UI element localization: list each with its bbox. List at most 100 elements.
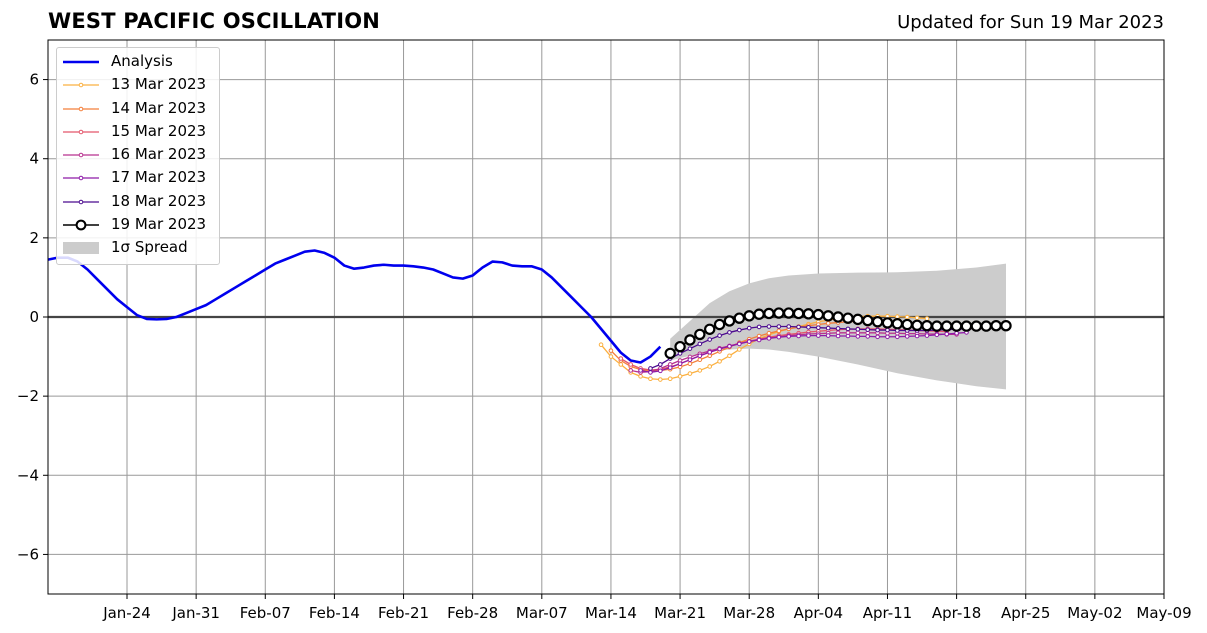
forecast-point [756, 324, 762, 330]
latest-forecast-point [950, 320, 963, 332]
x-tick-label: Apr-18 [932, 604, 982, 622]
forecast-point [717, 359, 722, 364]
legend-item: 16 Mar 2023 [57, 144, 219, 167]
forecast-point [776, 324, 782, 329]
forecast-point [707, 364, 712, 369]
forecast-point [845, 326, 851, 332]
forecast-point [667, 376, 673, 382]
latest-forecast-point [941, 320, 953, 332]
latest-forecast-point [822, 310, 834, 322]
x-tick-label: Feb-14 [309, 604, 360, 622]
forecast-point [707, 349, 712, 355]
legend-swatch [63, 242, 99, 255]
forecast-point [697, 357, 703, 363]
forecast-point [875, 334, 880, 340]
forecast-point [875, 327, 880, 333]
legend-marker [75, 219, 87, 231]
latest-forecast-point [812, 308, 825, 321]
latest-forecast-point [1000, 320, 1012, 332]
forecast-point [687, 346, 693, 351]
forecast-point [737, 347, 742, 352]
latest-forecast-point [970, 320, 983, 332]
forecast-point [677, 361, 683, 366]
analysis-line [47, 249, 662, 364]
forecast-point [648, 376, 653, 382]
legend-swatch [63, 199, 99, 205]
legend-swatch [63, 60, 99, 64]
forecast-point [825, 321, 831, 326]
x-tick-label: Mar-14 [585, 604, 637, 622]
forecast-line [640, 331, 967, 374]
latest-forecast-point [733, 312, 746, 324]
latest-forecast-point [713, 318, 726, 331]
forecast-line [630, 332, 957, 374]
forecast-point [796, 324, 801, 330]
legend-swatch [63, 152, 99, 158]
latest-forecast-point [723, 315, 736, 327]
forecast-point [825, 333, 831, 338]
latest-forecast-point [674, 340, 686, 353]
latest-forecast-point [911, 319, 923, 332]
latest-forecast-point [891, 318, 904, 330]
x-axis: Jan-24 Jan-31 Feb-07 Feb-14 Feb-21 Feb-28 Mar-… [102, 594, 1192, 622]
forecast-point [766, 324, 772, 329]
forecast-point [687, 371, 693, 376]
forecast-line [650, 325, 977, 370]
forecast-point [855, 330, 861, 336]
series-layer [47, 249, 1012, 382]
legend-marker [78, 152, 84, 158]
forecast-point [638, 374, 643, 379]
latest-forecast-point [871, 316, 884, 328]
forecast-point [904, 314, 910, 320]
latest-forecast-point [852, 313, 864, 326]
legend-swatch [63, 219, 99, 231]
x-tick-label: Jan-31 [171, 604, 220, 622]
chart-title: WEST PACIFIC OSCILLATION [48, 9, 381, 33]
latest-forecast-point [960, 320, 973, 332]
y-tick-label: 2 [29, 229, 39, 247]
legend-marker [78, 82, 84, 88]
legend-swatch [63, 129, 99, 135]
forecast-point [648, 370, 653, 375]
forecast-point [924, 333, 930, 338]
forecast-point [707, 337, 712, 342]
x-tick-label: Feb-21 [378, 604, 429, 622]
x-tick-label: Feb-07 [240, 604, 291, 622]
forecast-point [727, 330, 732, 335]
latest-forecast-point [773, 307, 785, 319]
legend: Analysis 13 Mar 2023 14 Mar 2023 15 Mar 202… [56, 47, 220, 265]
y-tick-label: −4 [17, 466, 39, 484]
forecast-point [727, 343, 732, 349]
latest-forecast-point [792, 307, 805, 320]
forecast-point [618, 356, 624, 361]
forecast-point [924, 316, 930, 321]
forecast-point [667, 365, 673, 370]
latest-forecast-point [783, 307, 795, 319]
y-tick-label: −2 [17, 387, 39, 405]
forecast-point [737, 341, 742, 347]
legend-label: Analysis [111, 52, 173, 70]
legend-swatch [63, 106, 99, 111]
legend-swatch [63, 176, 99, 181]
legend-marker [78, 129, 84, 135]
legend-label: 15 Mar 2023 [111, 121, 207, 140]
legend-marker [78, 199, 84, 205]
forecast-point [855, 326, 861, 332]
x-tick-label: Mar-07 [516, 604, 568, 622]
x-tick-label: Feb-28 [447, 604, 498, 622]
forecast-point [697, 341, 703, 347]
forecast-point [855, 334, 861, 339]
x-tick-label: Mar-28 [723, 604, 775, 622]
legend-item: 1σ Spread [57, 237, 219, 260]
forecast-point [687, 357, 693, 363]
forecast-point [697, 368, 703, 373]
legend-label: 18 Mar 2023 [111, 191, 207, 210]
y-tick-label: −6 [17, 545, 39, 563]
forecast-point [608, 354, 614, 359]
forecast-point [766, 336, 772, 341]
forecast-point [835, 326, 841, 331]
y-tick-label: 6 [29, 71, 39, 89]
forecast-point [786, 334, 792, 339]
latest-forecast-point [901, 318, 913, 331]
legend-label: 17 Mar 2023 [111, 168, 207, 187]
